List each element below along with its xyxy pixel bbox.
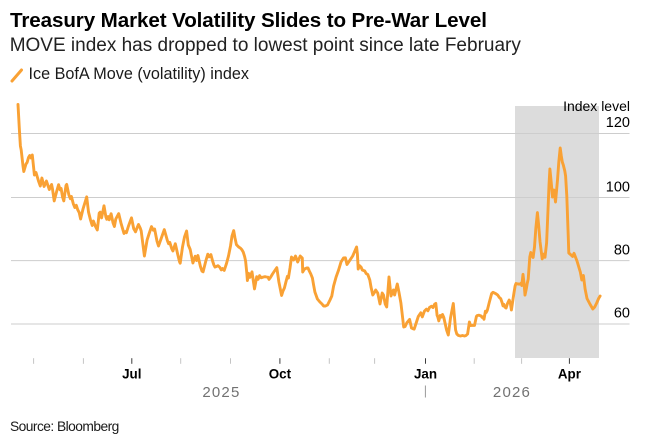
svg-text:2026: 2026 [493, 384, 531, 401]
svg-text:Index level: Index level [563, 98, 630, 114]
svg-text:2025: 2025 [202, 384, 240, 401]
svg-text:100: 100 [606, 179, 630, 195]
svg-text:Jul: Jul [122, 366, 141, 381]
svg-text:120: 120 [606, 115, 630, 131]
svg-text:80: 80 [614, 242, 630, 258]
svg-text:60: 60 [614, 306, 630, 322]
svg-text:Apr: Apr [558, 366, 582, 381]
svg-text:Jan: Jan [414, 366, 437, 381]
svg-text:Oct: Oct [269, 366, 292, 381]
